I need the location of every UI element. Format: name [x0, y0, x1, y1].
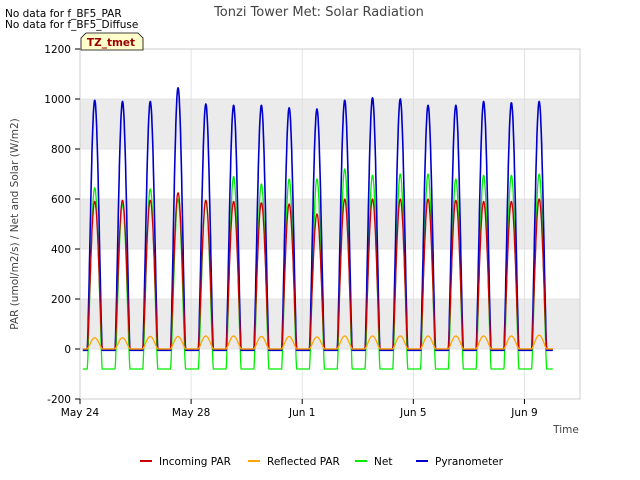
x-tick-label: Jun 5	[399, 407, 426, 419]
y-axis-label: PAR (umol/m2/s) / Net and Solar (W/m2)	[9, 118, 21, 330]
x-tick-label: Jun 9	[510, 407, 537, 419]
legend-label-incoming-par: Incoming PAR	[159, 456, 231, 468]
badge-box	[80, 32, 144, 51]
chart-title: Tonzi Tower Met: Solar Radiation	[213, 5, 424, 20]
grid-band	[80, 99, 580, 149]
y-tick-label: 800	[51, 144, 71, 156]
plot-frame	[79, 48, 581, 400]
grid-band	[80, 199, 580, 249]
y-tick-label: 400	[51, 244, 71, 256]
x-tick-label: May 24	[61, 407, 100, 419]
plot-background-bands	[80, 49, 580, 399]
no-data-note-par: No data for f_BF5_PAR	[5, 8, 122, 20]
grid-band	[80, 299, 580, 349]
x-axis-label: Time	[552, 424, 579, 436]
y-tick-label: 1000	[44, 94, 71, 106]
y-tick-label: 1200	[44, 44, 71, 56]
axes: -200 0 200 400 600 800 1000 1200 May 24 May 28 Jun…	[9, 44, 581, 436]
x-tick-label: Jun 1	[288, 407, 315, 419]
no-data-note-diffuse: No data for f_BF5_Diffuse	[5, 19, 139, 31]
series-line-reflected-par	[82, 334, 554, 350]
series-line-net	[82, 168, 554, 370]
y-tick-label: 200	[51, 294, 71, 306]
legend: Incoming PAR Reflected PAR Net Pyranometer	[140, 456, 504, 468]
site-badge: TZ_tmet	[80, 32, 144, 51]
badge-label: TZ_tmet	[87, 37, 135, 49]
x-tick-label: May 28	[172, 407, 210, 419]
legend-label-reflected-par: Reflected PAR	[267, 456, 340, 468]
y-tick-label: -200	[47, 394, 71, 406]
y-tick-label: 600	[51, 194, 71, 206]
legend-label-net: Net	[374, 456, 392, 468]
legend-label-pyranometer: Pyranometer	[435, 456, 504, 468]
series-line-pyranometer	[82, 87, 554, 352]
series-lines	[82, 87, 554, 370]
y-tick-label: 0	[64, 344, 71, 356]
